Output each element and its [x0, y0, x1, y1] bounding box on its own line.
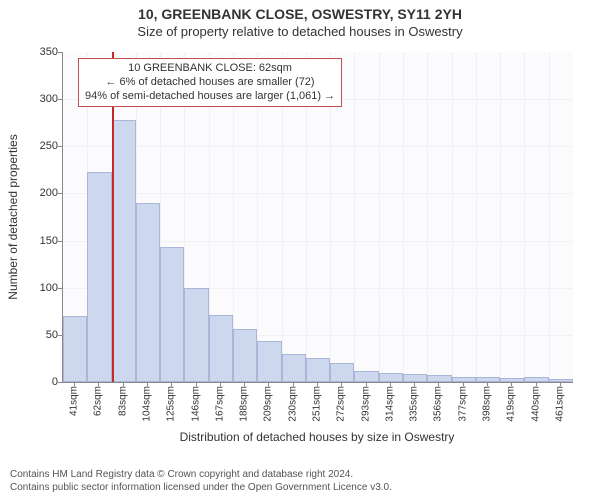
gridline-h	[63, 193, 573, 194]
xtick-label: 251sqm	[312, 386, 323, 422]
histogram-bar	[452, 377, 476, 382]
ytick-mark	[58, 52, 62, 53]
xtick-label: 188sqm	[239, 386, 250, 422]
ytick-label: 100	[22, 282, 58, 294]
credits-line-2: Contains public sector information licen…	[10, 481, 392, 494]
ytick-mark	[58, 335, 62, 336]
ytick-label: 250	[22, 140, 58, 152]
credits-line-1: Contains HM Land Registry data © Crown c…	[10, 468, 392, 481]
xtick-label: 377sqm	[457, 386, 468, 422]
annotation-line-3: 94% of semi-detached houses are larger (…	[85, 90, 335, 104]
gridline-v	[403, 52, 404, 382]
gridline-v	[524, 52, 525, 382]
histogram-bar	[184, 288, 208, 382]
histogram-bar	[306, 358, 330, 382]
histogram-bar	[160, 247, 184, 382]
histogram-bar	[233, 329, 257, 382]
xtick-label: 335sqm	[409, 386, 420, 422]
histogram-bar	[403, 374, 427, 382]
histogram-bar	[500, 378, 524, 382]
xtick-label: 440sqm	[530, 386, 541, 422]
credits: Contains HM Land Registry data © Crown c…	[10, 468, 392, 494]
histogram-bar	[524, 377, 548, 382]
xtick-label: 293sqm	[360, 386, 371, 422]
xtick-label: 209sqm	[263, 386, 274, 422]
xtick-label: 125sqm	[166, 386, 177, 422]
annotation-line-2: ← 6% of detached houses are smaller (72)	[85, 76, 335, 90]
xtick-label: 167sqm	[214, 386, 225, 422]
xtick-label: 461sqm	[554, 386, 565, 422]
xtick-label: 62sqm	[93, 386, 104, 416]
title-main: 10, GREENBANK CLOSE, OSWESTRY, SY11 2YH	[0, 0, 600, 22]
annotation-box: 10 GREENBANK CLOSE: 62sqm ← 6% of detach…	[78, 58, 342, 107]
xtick-label: 398sqm	[482, 386, 493, 422]
histogram-bar	[427, 375, 451, 382]
y-axis-label: Number of detached properties	[6, 52, 20, 382]
ytick-label: 150	[22, 235, 58, 247]
ytick-label: 350	[22, 46, 58, 58]
xtick-label: 104sqm	[142, 386, 153, 422]
xtick-label: 83sqm	[117, 386, 128, 416]
histogram-bar	[112, 120, 136, 382]
xtick-label: 230sqm	[287, 386, 298, 422]
gridline-h	[63, 146, 573, 147]
title-sub: Size of property relative to detached ho…	[0, 22, 600, 39]
histogram-bar	[354, 371, 378, 382]
ytick-label: 300	[22, 93, 58, 105]
gridline-v	[452, 52, 453, 382]
xtick-label: 146sqm	[190, 386, 201, 422]
histogram-bar	[330, 363, 354, 382]
ytick-label: 0	[22, 376, 58, 388]
histogram-bar	[549, 379, 573, 382]
histogram-bar	[87, 172, 111, 382]
ytick-mark	[58, 382, 62, 383]
gridline-v	[354, 52, 355, 382]
histogram-bar	[63, 316, 87, 382]
gridline-v	[549, 52, 550, 382]
xtick-label: 272sqm	[336, 386, 347, 422]
histogram-bar	[379, 373, 403, 382]
ytick-mark	[58, 241, 62, 242]
ytick-label: 50	[22, 329, 58, 341]
ytick-mark	[58, 288, 62, 289]
chart-container: 10, GREENBANK CLOSE, OSWESTRY, SY11 2YH …	[0, 0, 600, 500]
gridline-v	[500, 52, 501, 382]
gridline-v	[427, 52, 428, 382]
histogram-bar	[257, 341, 281, 382]
histogram-bar	[282, 354, 306, 382]
histogram-bar	[209, 315, 233, 382]
xtick-label: 419sqm	[506, 386, 517, 422]
xtick-label: 314sqm	[384, 386, 395, 422]
ytick-mark	[58, 99, 62, 100]
xtick-label: 356sqm	[433, 386, 444, 422]
gridline-v	[476, 52, 477, 382]
annotation-line-1: 10 GREENBANK CLOSE: 62sqm	[85, 62, 335, 76]
x-axis-label: Distribution of detached houses by size …	[62, 430, 572, 444]
xtick-label: 41sqm	[69, 386, 80, 416]
histogram-bar	[136, 203, 160, 382]
ytick-label: 200	[22, 187, 58, 199]
ytick-mark	[58, 146, 62, 147]
gridline-v	[379, 52, 380, 382]
ytick-mark	[58, 193, 62, 194]
